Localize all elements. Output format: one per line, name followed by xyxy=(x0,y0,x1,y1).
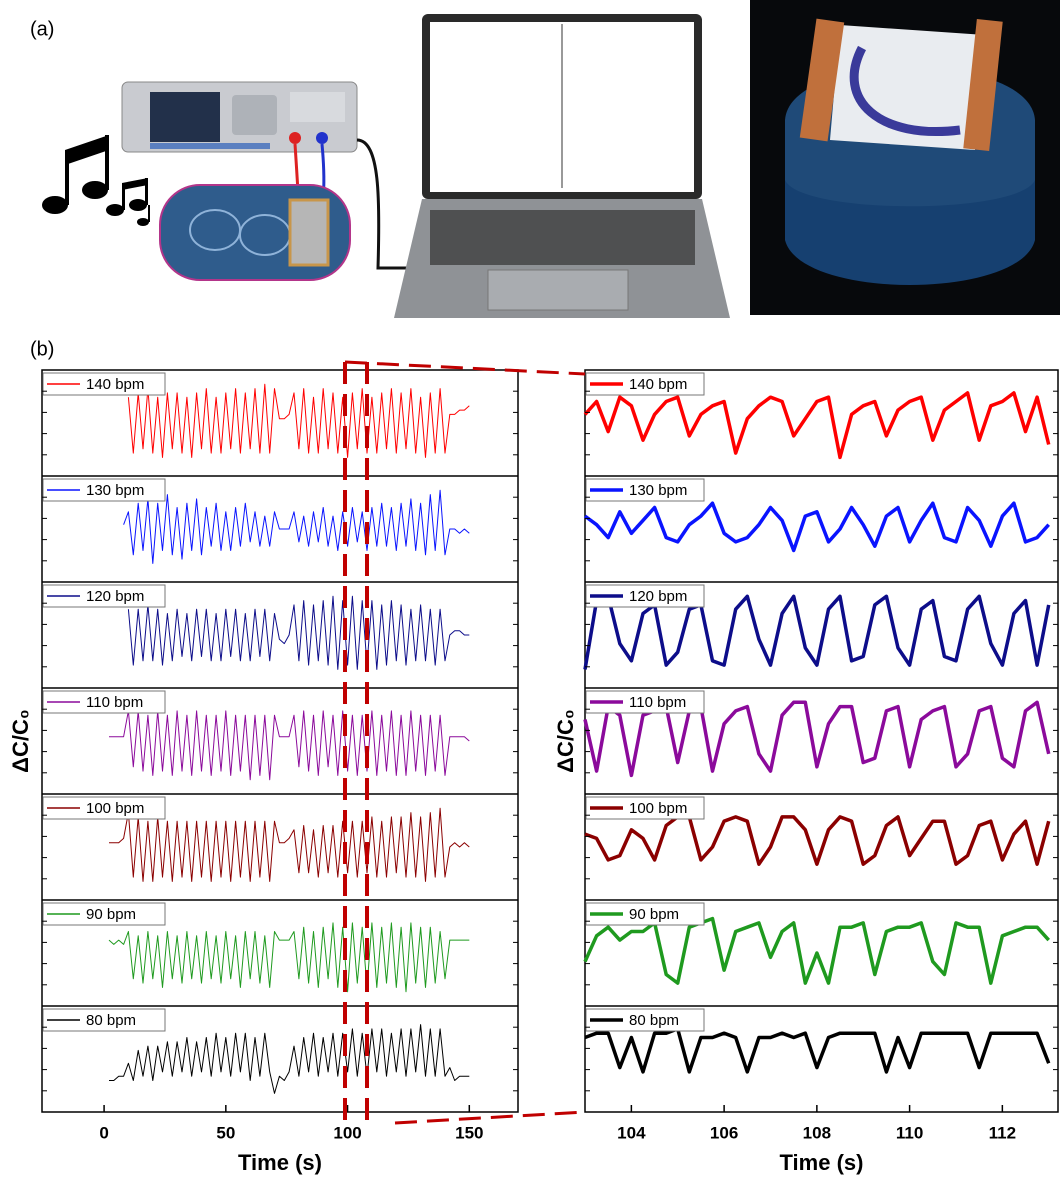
legend: 110 bpm xyxy=(586,691,704,713)
x-tick-label: 50 xyxy=(216,1123,235,1142)
legend-label: 80 bpm xyxy=(629,1012,679,1029)
legend: 110 bpm xyxy=(43,691,165,713)
x-tick-label: 112 xyxy=(989,1123,1016,1142)
legend-label: 100 bpm xyxy=(86,800,144,817)
signal-line xyxy=(585,503,1049,550)
legend: 90 bpm xyxy=(586,903,704,925)
signal-line xyxy=(109,711,469,780)
signal-line xyxy=(128,384,469,457)
x-tick-label: 110 xyxy=(896,1123,923,1142)
legend-label: 80 bpm xyxy=(86,1012,136,1029)
legend-label: 110 bpm xyxy=(629,694,686,711)
x-tick-label: 104 xyxy=(617,1123,646,1142)
x-tick-label: 106 xyxy=(710,1123,738,1142)
signal-line xyxy=(585,393,1049,458)
signal-line xyxy=(128,596,469,669)
legend: 130 bpm xyxy=(43,479,165,501)
panel-label: (a) xyxy=(30,18,54,40)
legend: 100 bpm xyxy=(586,797,704,819)
legend-label: 130 bpm xyxy=(629,482,687,499)
legend: 120 bpm xyxy=(43,585,165,607)
legend-label: 90 bpm xyxy=(629,906,679,923)
signal-line xyxy=(109,923,469,992)
illustration-setup xyxy=(42,0,1060,318)
signal-line xyxy=(109,1025,469,1094)
panel-label: (b) xyxy=(30,338,54,360)
x-tick-label: 100 xyxy=(333,1123,361,1142)
x-tick-label: 0 xyxy=(99,1123,108,1142)
x-tick-label: 150 xyxy=(455,1123,483,1142)
legend: 120 bpm xyxy=(586,585,704,607)
signal-line xyxy=(124,490,470,563)
legend: 80 bpm xyxy=(586,1009,704,1031)
y-axis-label: ΔC/C₀ xyxy=(553,709,578,773)
legend: 90 bpm xyxy=(43,903,165,925)
figure: (a) xyxy=(0,0,1060,1178)
signal-line xyxy=(585,1029,1049,1072)
legend-label: 120 bpm xyxy=(629,588,687,605)
legend: 80 bpm xyxy=(43,1009,165,1031)
signal-line xyxy=(585,817,1049,864)
legend-label: 130 bpm xyxy=(86,482,144,499)
signal-line xyxy=(585,919,1049,984)
legend-label: 110 bpm xyxy=(86,694,143,711)
legend: 130 bpm xyxy=(586,479,704,501)
y-axis-label: ΔC/C₀ xyxy=(8,709,33,773)
x-axis-label: Time (s) xyxy=(780,1150,864,1175)
legend-label: 120 bpm xyxy=(86,588,144,605)
legend: 140 bpm xyxy=(586,373,704,395)
legend: 100 bpm xyxy=(43,797,165,819)
legend-label: 100 bpm xyxy=(629,800,687,817)
legend: 140 bpm xyxy=(43,373,165,395)
x-tick-label: 108 xyxy=(803,1123,831,1142)
legend-label: 90 bpm xyxy=(86,906,136,923)
legend-label: 140 bpm xyxy=(629,376,687,393)
x-axis-label: Time (s) xyxy=(238,1150,322,1175)
legend-label: 140 bpm xyxy=(86,376,144,393)
